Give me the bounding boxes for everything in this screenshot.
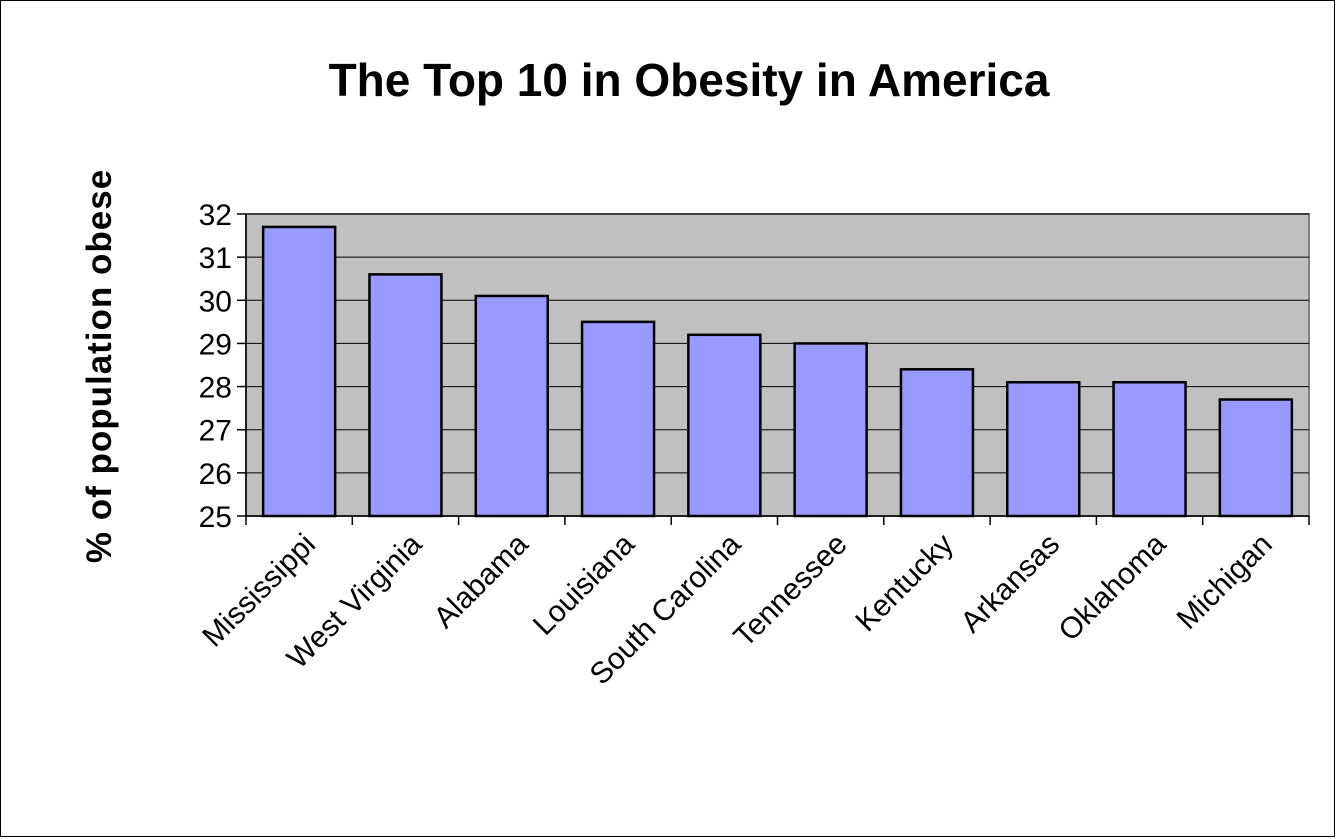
bar-louisiana (580, 320, 656, 518)
y-tick-label: 25 (199, 501, 232, 534)
x-tick-label: Kentucky (849, 528, 960, 639)
x-tick-label: Tennessee (728, 528, 854, 654)
bar-kentucky (899, 368, 975, 518)
y-axis-label: % of population obese (80, 169, 119, 563)
bar-oklahoma (1112, 381, 1187, 518)
x-tick-label: Oklahoma (1052, 527, 1172, 647)
y-tick-label: 30 (199, 285, 232, 318)
bar-west-virginia (368, 273, 443, 518)
x-tick-label: Michigan (1171, 528, 1279, 636)
y-tick-label: 28 (199, 372, 232, 405)
bar-arkansas (1006, 381, 1081, 518)
chart-title: The Top 10 in Obesity in America (329, 54, 1050, 106)
x-tick-label: Alabama (428, 527, 535, 634)
bar-south-carolina (687, 333, 762, 518)
bar-mississippi (261, 225, 337, 518)
y-tick-label: 31 (199, 242, 232, 275)
bar-michigan (1218, 398, 1294, 518)
axes (237, 213, 1310, 525)
bar-tennessee (793, 342, 868, 518)
y-tick-label: 32 (199, 199, 232, 232)
bars (261, 225, 1294, 518)
y-tick-labels: 25 26 27 28 29 30 31 32 (199, 199, 232, 534)
y-tick-label: 29 (199, 328, 232, 361)
x-tick-label: Arkansas (954, 528, 1066, 640)
bar-alabama (474, 294, 549, 518)
x-tick-label: Louisiana (527, 527, 641, 641)
y-tick-label: 26 (199, 458, 232, 491)
y-tick-label: 27 (199, 415, 232, 448)
